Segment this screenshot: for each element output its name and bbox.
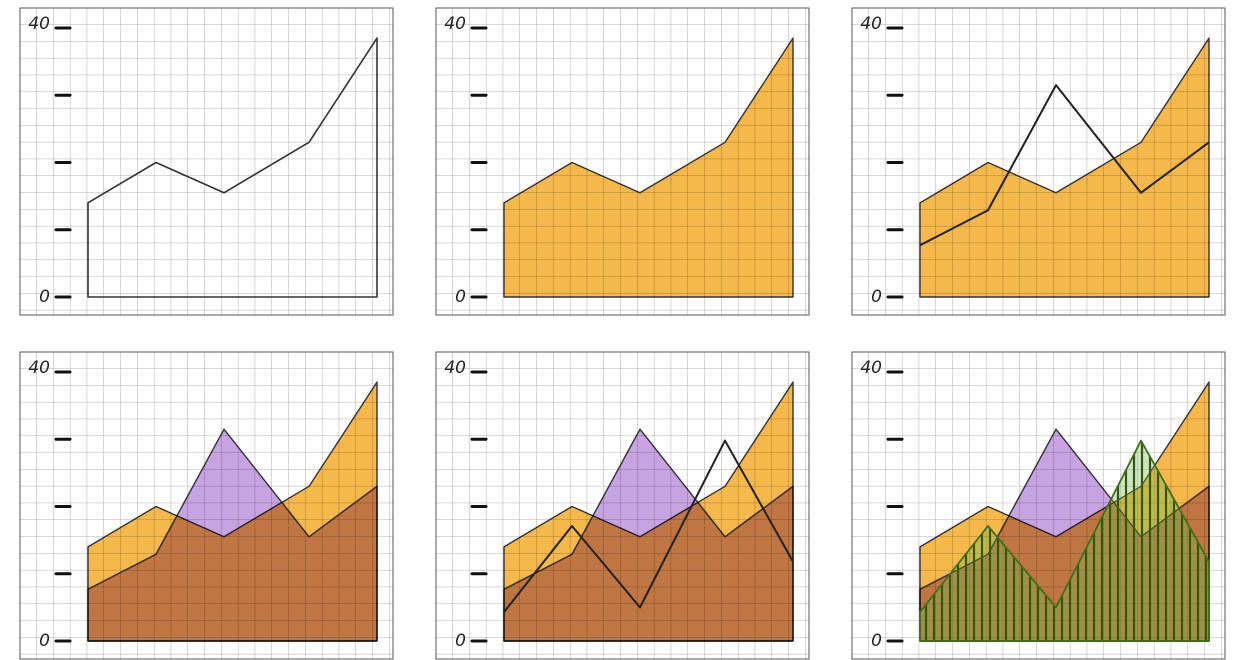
y-tick-label: 40 — [28, 14, 50, 34]
y-tick-label: 0 — [39, 287, 50, 307]
y-tick-label: 0 — [871, 631, 882, 651]
y-tick-label: 40 — [28, 358, 50, 378]
chart-grid: 0 40 0 40 0 40 0 40 0 40 0 40 — [0, 0, 1234, 660]
chart-panel: 0 40 — [20, 352, 393, 659]
y-tick-label: 0 — [39, 631, 50, 651]
chart-panel: 0 40 — [436, 352, 809, 659]
y-tick-label: 0 — [455, 631, 466, 651]
y-tick-label: 0 — [455, 287, 466, 307]
graph-paper — [20, 8, 393, 315]
chart-panel: 0 40 — [436, 8, 809, 315]
y-tick-label: 40 — [444, 14, 466, 34]
chart-panel: 0 40 — [20, 8, 393, 315]
y-tick-label: 40 — [860, 358, 882, 378]
y-tick-label: 40 — [860, 14, 882, 34]
chart-panel: 0 40 — [852, 8, 1225, 315]
chart-panel: 0 40 — [852, 352, 1225, 659]
y-tick-label: 0 — [871, 287, 882, 307]
y-tick-label: 40 — [444, 358, 466, 378]
